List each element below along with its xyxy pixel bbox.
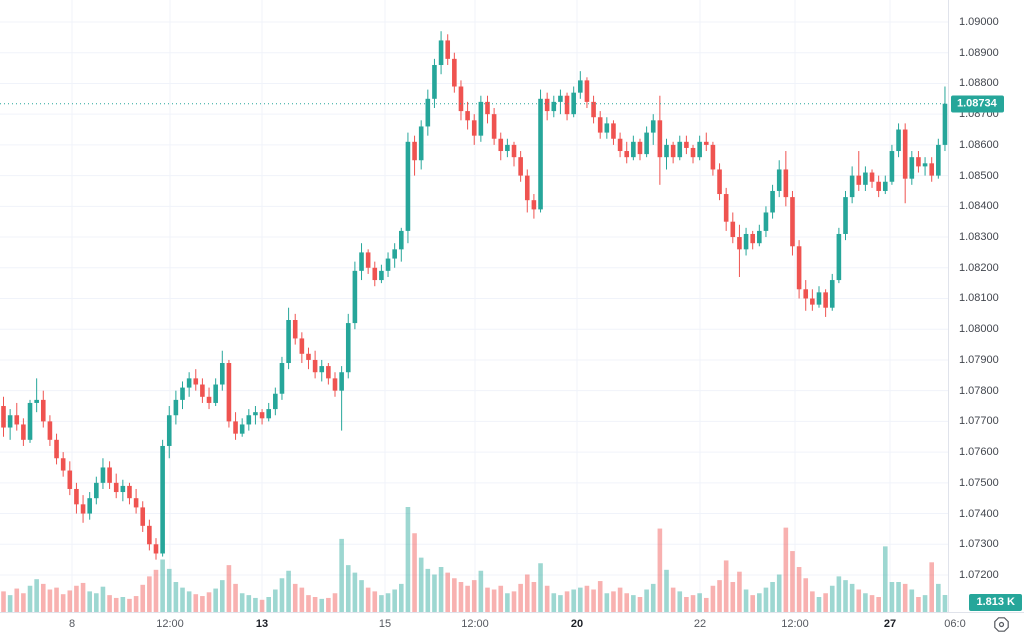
- price-axis[interactable]: 1.08734 1.813 K 1.09000 1.08900 1.08800 1.0…: [949, 0, 1024, 612]
- time-tick-label: 27: [883, 618, 897, 630]
- time-tick-label: 22: [693, 618, 707, 630]
- price-tick-label: 1.07800: [959, 384, 999, 397]
- candlestick-chart[interactable]: [0, 0, 948, 613]
- price-tick-label: 1.08000: [959, 323, 999, 336]
- chart-canvas[interactable]: [0, 0, 948, 613]
- time-axis-border: [0, 612, 1024, 613]
- price-tick-label: 1.07300: [959, 538, 999, 551]
- price-tick-label: 1.08200: [959, 261, 999, 274]
- price-tick-label: 1.08800: [959, 77, 999, 90]
- time-tick-label: 20: [570, 618, 584, 630]
- time-tick-label: 06:0: [944, 618, 966, 630]
- price-tick-label: 1.07900: [959, 353, 999, 366]
- price-tick-label: 1.07400: [959, 507, 999, 520]
- price-tick-label: 1.08500: [959, 169, 999, 182]
- price-tick-label: 1.07200: [959, 568, 999, 581]
- price-tick-label: 1.08300: [959, 231, 999, 244]
- price-tick-label: 1.08900: [959, 46, 999, 59]
- time-tick-label: 12:00: [156, 618, 184, 630]
- time-tick-label: 15: [378, 618, 392, 630]
- price-tick-label: 1.07700: [959, 415, 999, 428]
- price-tick-label: 1.07500: [959, 476, 999, 489]
- time-tick-label: 8: [68, 618, 76, 630]
- time-tick-label: 12:00: [461, 618, 489, 630]
- time-tick-label: 13: [255, 618, 269, 630]
- price-tick-label: 1.09000: [959, 15, 999, 28]
- last-price-badge: 1.08734: [951, 95, 1004, 113]
- price-tick-label: 1.08100: [959, 292, 999, 305]
- volume-badge: 1.813 K: [969, 594, 1022, 611]
- axis-settings-icon[interactable]: [993, 616, 1010, 633]
- time-axis[interactable]: 8 12:00 13 15 12:00 20 22 12:00 27 06:0: [0, 613, 966, 636]
- price-axis-border: [948, 0, 949, 612]
- price-tick-label: 1.07600: [959, 446, 999, 459]
- price-tick-label: 1.08600: [959, 138, 999, 151]
- price-tick-label: 1.08400: [959, 200, 999, 213]
- time-tick-label: 12:00: [781, 618, 809, 630]
- axis-corner: [949, 613, 1024, 636]
